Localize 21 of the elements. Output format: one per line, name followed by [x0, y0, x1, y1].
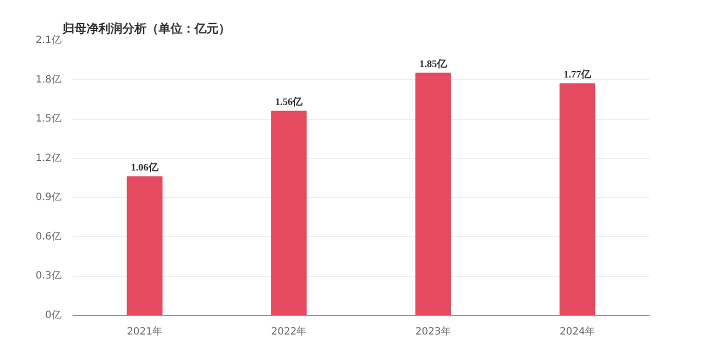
- y-tick-label: 0.6亿: [36, 231, 62, 242]
- y-tick-label: 0.3亿: [36, 270, 62, 282]
- chart-title: 归母净利润分析（单位：亿元）: [62, 22, 230, 36]
- y-tick-label: 0.9亿: [36, 192, 62, 204]
- y-tick-label: 1.5亿: [36, 114, 62, 125]
- bar: [126, 176, 162, 316]
- x-tick-label: 2021年: [126, 326, 162, 338]
- bar: [271, 110, 307, 316]
- data-label: 1.85亿: [419, 58, 448, 70]
- x-tick-label: 2023年: [415, 326, 451, 338]
- bar: [560, 83, 596, 316]
- y-tick-label: 1.2亿: [36, 152, 62, 164]
- y-tick-label: 1.8亿: [36, 74, 62, 86]
- bar: [415, 72, 451, 316]
- x-tick-label: 2022年: [271, 326, 307, 338]
- y-tick-label: 2.1亿: [36, 35, 62, 46]
- data-label: 1.06亿: [130, 162, 160, 174]
- data-label: 1.77亿: [564, 68, 592, 81]
- x-tick-label: 2024年: [560, 326, 596, 338]
- data-label: 1.56亿: [275, 96, 304, 108]
- y-tick-label: 0亿: [45, 310, 62, 321]
